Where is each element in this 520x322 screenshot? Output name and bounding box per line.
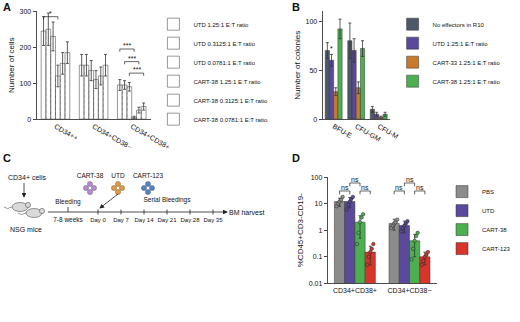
svg-text:ns: ns [361, 184, 369, 191]
svg-text:CART-38 1.25:1 E:T ratio: CART-38 1.25:1 E:T ratio [433, 79, 501, 85]
svg-text:No effectors in R10: No effectors in R10 [433, 22, 485, 28]
svg-text:CD34++: CD34++ [53, 123, 79, 142]
svg-text:0: 0 [27, 116, 31, 123]
svg-text:BFU-E: BFU-E [331, 123, 353, 140]
svg-text:50: 50 [309, 67, 317, 74]
svg-text:7-8 weeks: 7-8 weeks [53, 216, 83, 223]
svg-text:CART-38 1.25:1 E:T ratio: CART-38 1.25:1 E:T ratio [193, 79, 261, 85]
svg-text:CART-38: CART-38 [77, 172, 104, 179]
svg-text:Day 14: Day 14 [134, 217, 154, 223]
svg-text:%CD45+CD3-CD19-: %CD45+CD3-CD19- [296, 193, 305, 267]
svg-text:Day 28: Day 28 [180, 217, 200, 223]
svg-text:CD34+CD38−: CD34+CD38− [91, 123, 133, 151]
svg-text:ns: ns [416, 184, 424, 191]
svg-text:UTD 0.3125:1 E:T ratio: UTD 0.3125:1 E:T ratio [193, 41, 255, 47]
svg-text:10: 10 [315, 200, 323, 207]
svg-text:UTD: UTD [111, 172, 125, 179]
svg-text:CD34+CD38+: CD34+CD38+ [129, 123, 171, 151]
svg-text:CD34+CD38+: CD34+CD38+ [333, 287, 377, 294]
svg-text:0.01: 0.01 [309, 280, 323, 287]
svg-text:CART-123: CART-123 [133, 172, 164, 179]
svg-text:CART-123: CART-123 [482, 246, 511, 252]
svg-text:300: 300 [20, 8, 32, 15]
svg-text:*: * [330, 45, 333, 52]
svg-text:PBS: PBS [482, 189, 494, 195]
svg-text:Day 7: Day 7 [113, 217, 129, 223]
svg-text:NSG mice: NSG mice [10, 226, 42, 233]
svg-text:100: 100 [306, 18, 318, 25]
svg-text:CART-38 0.3125:1 E:T ratio: CART-38 0.3125:1 E:T ratio [193, 98, 267, 104]
svg-text:CART-38: CART-38 [482, 227, 507, 233]
svg-text:Day 0: Day 0 [90, 217, 106, 223]
svg-text:***: *** [123, 42, 131, 49]
svg-text:Serial Bleedings: Serial Bleedings [144, 196, 192, 204]
svg-text:B: B [292, 1, 300, 13]
svg-text:Number of cells: Number of cells [7, 37, 16, 93]
svg-text:D: D [292, 152, 300, 164]
svg-text:UTD 1.25:1 E:T ratio: UTD 1.25:1 E:T ratio [193, 22, 249, 28]
svg-text:1: 1 [318, 227, 322, 234]
svg-text:CFU-M: CFU-M [376, 123, 399, 140]
svg-text:Bleeding: Bleeding [55, 198, 81, 206]
svg-text:***: *** [133, 66, 141, 73]
svg-text:ns: ns [351, 176, 359, 183]
svg-text:Day 35: Day 35 [203, 217, 223, 223]
svg-text:UTD 1.25:1 E:T ratio: UTD 1.25:1 E:T ratio [433, 41, 489, 47]
svg-text:ns: ns [341, 184, 349, 191]
svg-text:0: 0 [313, 116, 317, 123]
svg-text:200: 200 [20, 44, 32, 51]
svg-text:UTD: UTD [482, 208, 495, 214]
svg-text:CART-33 1.25:1 E:T ratio: CART-33 1.25:1 E:T ratio [433, 60, 501, 66]
svg-text:CART-38 0.0781:1 E:T ratio: CART-38 0.0781:1 E:T ratio [193, 117, 267, 123]
svg-text:***: *** [128, 55, 136, 62]
svg-text:Day 21: Day 21 [157, 217, 177, 223]
svg-text:100: 100 [20, 80, 32, 87]
svg-text:*: * [49, 10, 52, 17]
svg-text:UTD 0.0781:1 E:T ratio: UTD 0.0781:1 E:T ratio [193, 60, 255, 66]
svg-text:C: C [3, 152, 11, 164]
svg-text:ns: ns [406, 176, 414, 183]
svg-text:ns: ns [395, 184, 403, 191]
svg-text:A: A [3, 1, 11, 13]
svg-text:CD34+CD38−: CD34+CD38− [388, 287, 432, 294]
svg-text:CFU-GM: CFU-GM [354, 123, 382, 143]
svg-text:0.1: 0.1 [313, 253, 323, 260]
svg-text:100: 100 [311, 174, 323, 181]
svg-text:BM harvest: BM harvest [229, 209, 264, 216]
svg-text:Number of colonies: Number of colonies [293, 31, 302, 100]
svg-text:CD34+ cells: CD34+ cells [8, 174, 46, 181]
